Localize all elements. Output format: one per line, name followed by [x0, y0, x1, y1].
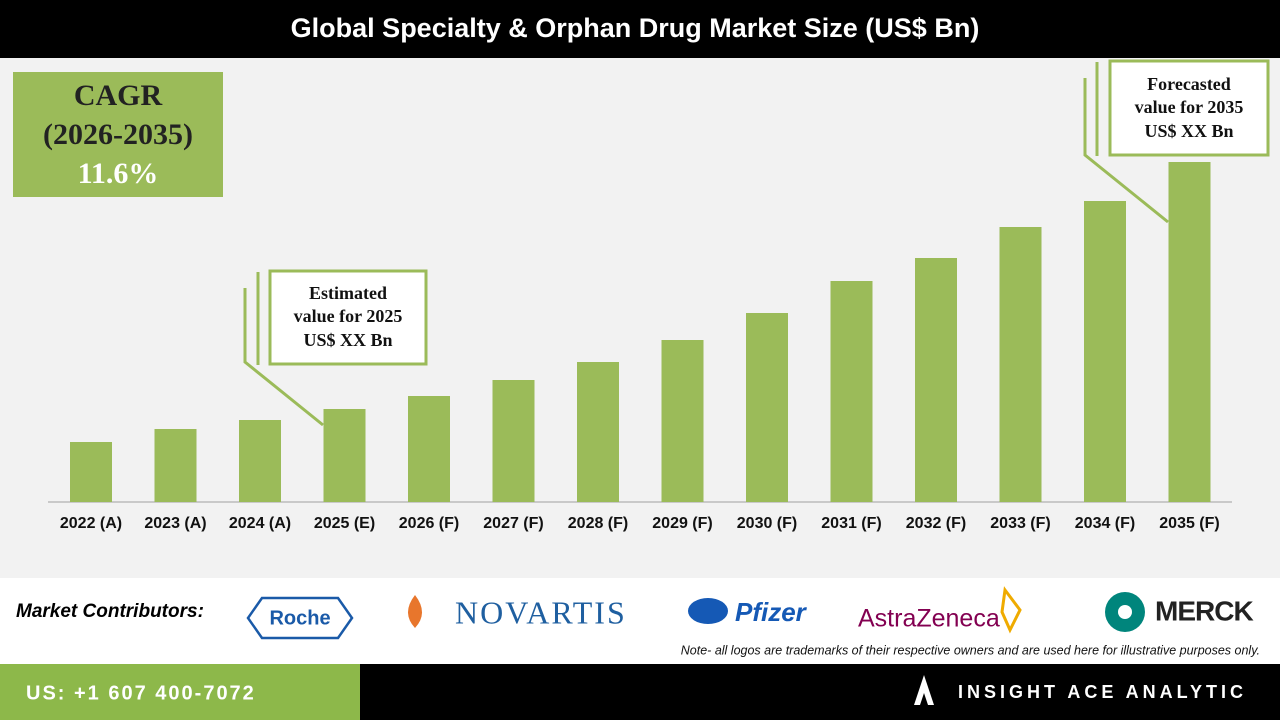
- x-tick-label: 2029 (F): [652, 515, 712, 532]
- x-tick-label: 2033 (F): [990, 515, 1050, 532]
- x-tick-label: 2026 (F): [399, 515, 459, 532]
- chart-title: Global Specialty & Orphan Drug Market Si…: [291, 13, 980, 43]
- cagr-box: [13, 72, 223, 197]
- callout-lines: [243, 62, 1169, 427]
- x-tick-label: 2028 (F): [568, 515, 628, 532]
- bar: [70, 442, 112, 502]
- x-tick-label: 2024 (A): [229, 515, 291, 532]
- callout-box: [1108, 59, 1270, 157]
- bar: [661, 340, 704, 502]
- bar: [492, 380, 535, 502]
- bar: [830, 281, 873, 502]
- bar: [408, 396, 450, 502]
- cagr-value: 11.6%: [78, 157, 159, 190]
- x-tick-label: 2030 (F): [737, 515, 797, 532]
- novartis-mark: [408, 595, 422, 628]
- bar: [577, 362, 619, 502]
- x-tick-label: 2031 (F): [821, 515, 881, 532]
- title-bar: [0, 0, 1280, 58]
- phone: US: +1 607 400-7072: [26, 682, 256, 704]
- contributors-label: Market Contributors:: [16, 601, 204, 622]
- brand-mark: [914, 675, 934, 705]
- x-tick-label: 2027 (F): [483, 515, 543, 532]
- logo-text: Pfizer: [735, 597, 808, 627]
- logo-strip: [0, 578, 1280, 664]
- x-tick-label: 2025 (E): [314, 515, 375, 532]
- callout-text: value for 2025: [294, 306, 403, 326]
- logo-text: MERCK: [1155, 595, 1253, 626]
- bar: [746, 313, 788, 502]
- astrazeneca-mark: [1000, 586, 1022, 634]
- callout-box: [268, 269, 428, 366]
- bar: [154, 429, 197, 502]
- bar: [915, 258, 957, 502]
- merck-mark: [1118, 605, 1132, 619]
- bar: [1168, 162, 1211, 502]
- x-tick-label: 2035 (F): [1159, 515, 1219, 532]
- cagr-period: (2026-2035): [43, 118, 193, 151]
- x-tick-label: 2032 (F): [906, 515, 966, 532]
- x-tick-label: 2023 (A): [144, 515, 206, 532]
- bar: [239, 420, 281, 502]
- logo-text: NOVARTIS: [455, 594, 627, 630]
- phone-bar: [0, 664, 360, 720]
- brand-bar: [360, 664, 1280, 720]
- bar: [999, 227, 1042, 502]
- roche-logo: [246, 596, 354, 640]
- callout-text: US$ XX Bn: [303, 330, 392, 350]
- x-tick-label: 2022 (A): [60, 515, 122, 532]
- cagr-label: CAGR: [74, 79, 163, 112]
- callout-text: Estimated: [309, 283, 387, 303]
- callout-text: value for 2035: [1135, 97, 1244, 117]
- pfizer-mark: [688, 598, 728, 624]
- logo-text: Roche: [269, 607, 330, 629]
- brand: INSIGHT ACE ANALYTIC: [958, 682, 1247, 702]
- logo-text: AstraZeneca: [858, 605, 1000, 633]
- bar: [323, 409, 366, 502]
- callout-text: US$ XX Bn: [1144, 121, 1233, 141]
- x-tick-label: 2034 (F): [1075, 515, 1135, 532]
- callout-text: Forecasted: [1147, 74, 1231, 94]
- note: Note- all logos are trademarks of their …: [681, 643, 1260, 657]
- bar: [1084, 201, 1126, 502]
